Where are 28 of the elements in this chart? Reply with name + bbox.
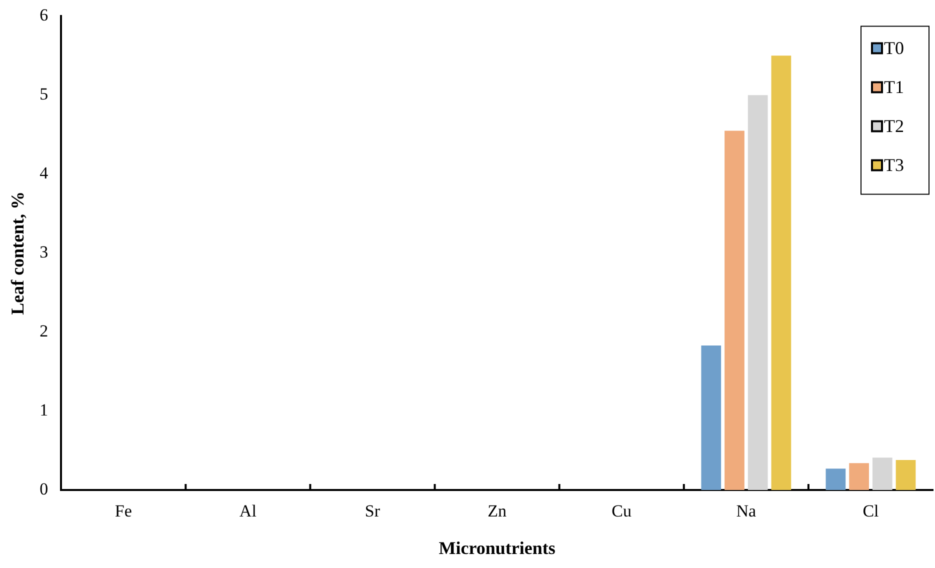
y-tick-label: 6	[40, 6, 48, 25]
legend-label: T3	[884, 154, 904, 175]
bar	[748, 95, 768, 490]
bar	[849, 463, 869, 490]
bar	[896, 460, 916, 490]
x-tick-label: Cu	[612, 502, 632, 521]
y-tick-label: 2	[40, 322, 48, 341]
x-tick-label: Al	[239, 502, 257, 521]
bar	[771, 56, 792, 490]
x-axis-title: Micronutrients	[438, 538, 556, 558]
y-axis-title: Leaf content, %	[7, 191, 28, 315]
bar	[701, 345, 722, 490]
x-tick-label: Cl	[862, 502, 880, 521]
x-tick-label: Sr	[364, 502, 380, 521]
legend-label: T0	[884, 38, 904, 58]
x-tick-label: Fe	[114, 502, 132, 521]
y-tick-label: 0	[40, 479, 48, 498]
x-tick-label: Zn	[488, 502, 507, 521]
y-tick-label: 4	[40, 164, 49, 183]
y-tick-label: 1	[40, 400, 48, 420]
bar	[826, 468, 846, 490]
bar	[872, 458, 892, 490]
legend-label: T2	[884, 116, 904, 136]
legend-label: T1	[884, 76, 904, 97]
y-tick-label: 5	[40, 84, 48, 104]
y-tick-label: 3	[40, 242, 48, 262]
bar	[724, 130, 744, 490]
x-tick-label: Na	[736, 502, 757, 521]
